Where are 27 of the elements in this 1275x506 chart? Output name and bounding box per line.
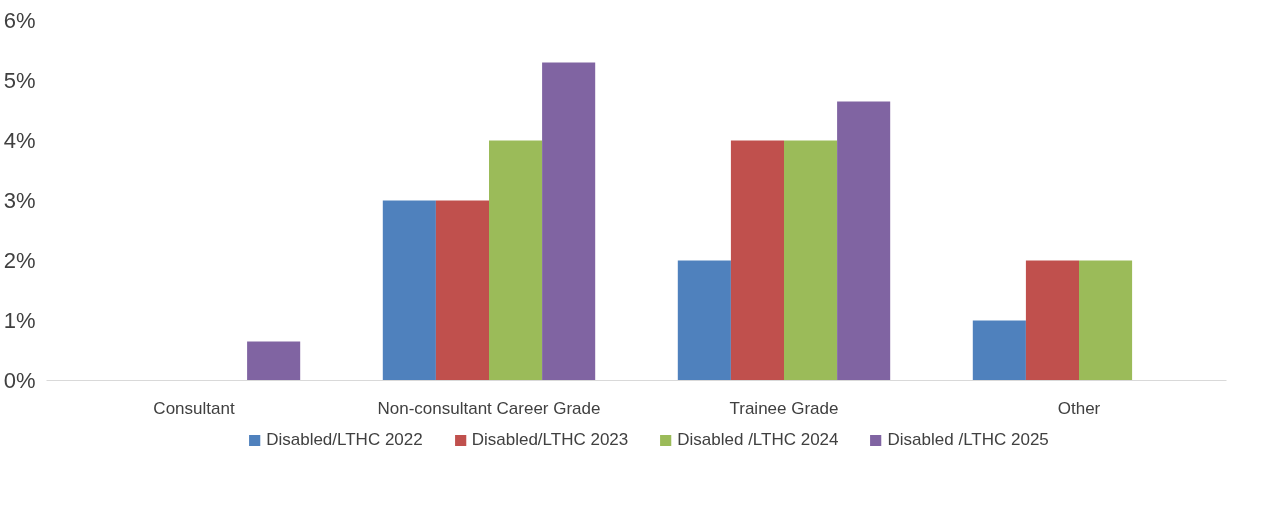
bar bbox=[489, 140, 543, 381]
x-tick-label: Other bbox=[1057, 398, 1101, 418]
bar bbox=[1025, 260, 1079, 381]
bar bbox=[542, 62, 596, 381]
x-tick-label: Consultant bbox=[153, 398, 235, 418]
legend-label: Disabled /LTHC 2025 bbox=[887, 430, 1049, 450]
y-tick-label: 2% bbox=[3, 248, 36, 273]
bar bbox=[677, 260, 731, 381]
bar bbox=[435, 200, 489, 381]
legend-label: Disabled/LTHC 2023 bbox=[471, 430, 629, 450]
y-tick-label: 0% bbox=[3, 368, 36, 393]
bar bbox=[784, 140, 838, 381]
bar bbox=[837, 101, 891, 381]
bar bbox=[1079, 260, 1133, 381]
bar bbox=[972, 320, 1026, 381]
bar bbox=[382, 200, 436, 381]
x-tick-label: Non-consultant Career Grade bbox=[377, 398, 601, 418]
legend-label: Disabled /LTHC 2024 bbox=[677, 430, 839, 450]
x-tick-label: Trainee Grade bbox=[729, 398, 839, 418]
bar bbox=[730, 140, 784, 381]
y-tick-label: 3% bbox=[3, 188, 36, 213]
y-tick-label: 1% bbox=[3, 308, 36, 333]
bar bbox=[247, 341, 301, 381]
y-tick-label: 4% bbox=[3, 128, 36, 153]
y-tick-label: 6% bbox=[3, 8, 36, 33]
legend-label: Disabled/LTHC 2022 bbox=[266, 430, 423, 450]
y-tick-label: 5% bbox=[3, 68, 36, 93]
